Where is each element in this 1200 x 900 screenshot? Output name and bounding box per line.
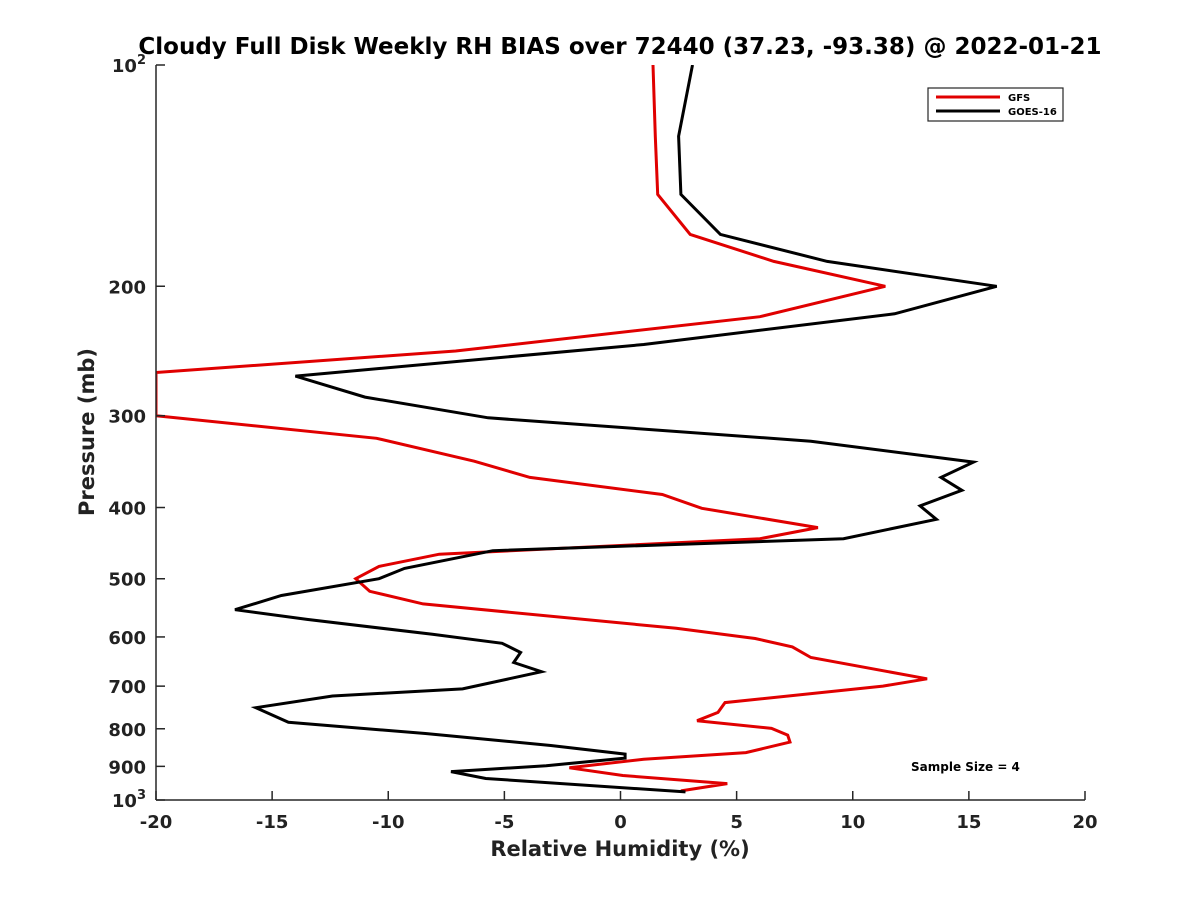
y-tick-label: 200 [108,277,146,298]
sample-size-annotation: Sample Size = 4 [911,760,1020,774]
y-axis-label: Pressure (mb) [75,348,99,516]
x-tick-label: 0 [614,812,627,833]
legend-label: GOES-16 [1008,107,1057,118]
x-tick-label: -5 [494,812,514,833]
series-line-gfs [156,65,928,793]
axes: -20 -15 -10 -5 0 5 10 15 20 102 200 300 400 500 600 700… [108,53,1097,833]
legend-label: GFS [1008,93,1030,104]
y-tick-label: 300 [108,407,146,428]
series-lines [156,65,998,794]
y-tick-label: 103 [112,788,146,812]
x-tick-label: 10 [840,812,865,833]
legend: GFS GOES-16 [927,87,1064,122]
legend-box [927,87,1064,122]
chart-title: Cloudy Full Disk Weekly RH BIAS over 724… [138,34,1101,60]
y-tick-label: 700 [108,677,146,698]
x-tick-label: 5 [730,812,743,833]
x-tick-label: 20 [1072,812,1097,833]
y-tick-label: 500 [108,570,146,591]
y-tick-label: 900 [108,757,146,778]
x-tick-label: -15 [256,812,289,833]
x-axis-label: Relative Humidity (%) [490,837,749,861]
x-tick-label: -10 [372,812,405,833]
y-tick-label: 800 [108,720,146,741]
series-line-goes-16 [234,65,998,794]
x-tick-label: -20 [140,812,173,833]
y-tick-label: 102 [112,53,146,77]
y-tick-label: 400 [108,499,146,520]
y-tick-label: 600 [108,628,146,649]
x-tick-label: 15 [956,812,981,833]
